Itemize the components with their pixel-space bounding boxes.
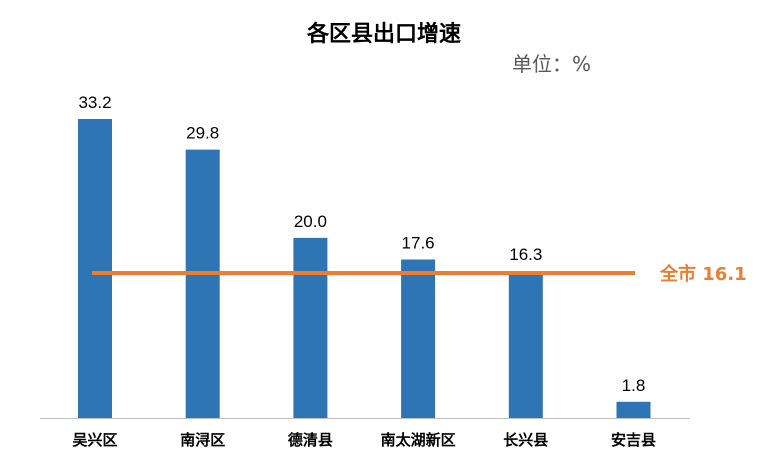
value-label-4: 17.6 — [402, 233, 435, 252]
bars-group — [78, 119, 651, 418]
x-tick-label-2: 南浔区 — [180, 431, 225, 449]
unit-label: 单位：% — [512, 52, 592, 76]
value-labels-group: 33.2 29.8 20.0 17.6 16.3 1.8 — [78, 93, 645, 395]
value-label-5: 16.3 — [509, 245, 542, 264]
x-tick-labels-group: 吴兴区 南浔区 德清县 南太湖新区 长兴县 安吉县 — [72, 431, 656, 449]
bar-6 — [616, 401, 651, 418]
value-label-3: 20.0 — [294, 212, 327, 231]
x-tick-label-1: 吴兴区 — [72, 431, 117, 449]
reference-line-label: 全市 16.1 — [659, 263, 747, 285]
bar-5 — [508, 271, 543, 418]
value-label-2: 29.8 — [186, 124, 219, 143]
x-tick-label-3: 德清县 — [288, 431, 333, 449]
x-tick-label-5: 长兴县 — [503, 431, 548, 449]
bar-3 — [293, 237, 328, 418]
value-label-1: 33.2 — [78, 93, 111, 112]
x-tick-label-4: 南太湖新区 — [381, 431, 456, 449]
x-tick-label-6: 安吉县 — [611, 431, 656, 449]
bar-2 — [185, 149, 220, 418]
bar-1 — [78, 119, 112, 418]
value-label-6: 1.8 — [622, 376, 646, 395]
bar-4 — [401, 259, 436, 418]
chart-title: 各区县出口增速 — [306, 22, 461, 47]
